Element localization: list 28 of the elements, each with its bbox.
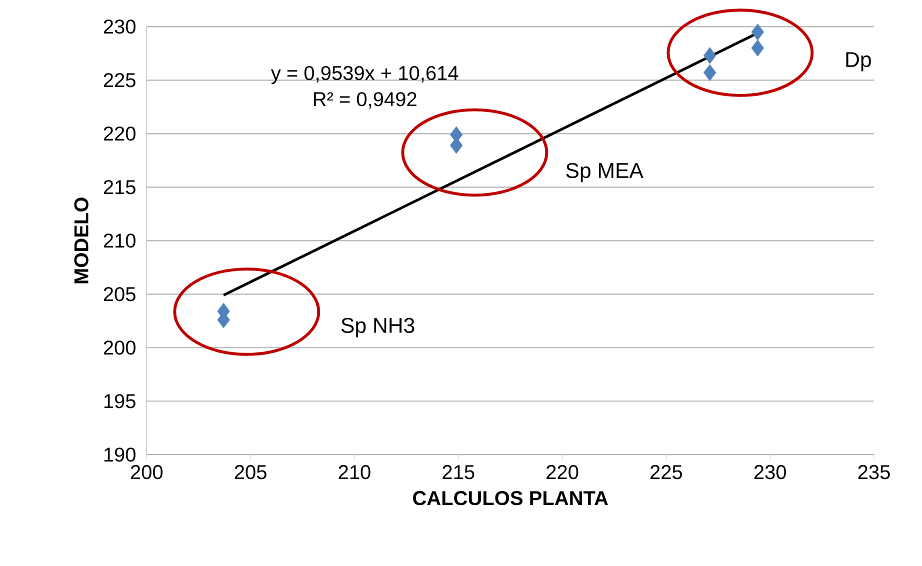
y-axis-title: MODELO — [74, 198, 88, 284]
x-tick-label: 230 — [754, 465, 786, 480]
point — [704, 47, 716, 64]
annotation: Sp NH3 — [341, 318, 414, 338]
point — [751, 40, 764, 56]
y-tick-label: 200 — [104, 340, 136, 355]
y-tick-label: 205 — [104, 287, 136, 302]
x-tick-label: 200 — [130, 465, 163, 480]
x-axis-title: CALCULOS PLANTA — [413, 491, 608, 506]
point — [751, 24, 764, 40]
y-tick-label: 230 — [104, 20, 136, 34]
x-tick-label: 205 — [234, 465, 266, 480]
x-tick-label: 215 — [442, 465, 474, 480]
y-tick-label: 225 — [104, 73, 136, 88]
annotation: Dp — [846, 52, 871, 72]
y-tick-label: 210 — [104, 234, 136, 248]
y-tick-label: 195 — [104, 394, 136, 408]
y-tick-label: 190 — [104, 448, 136, 462]
y-tick-label: 220 — [104, 126, 136, 141]
x-tick-label: 210 — [338, 465, 370, 480]
point — [704, 64, 716, 81]
annotation: Sp MEA — [566, 162, 644, 182]
x-tick-label: 225 — [650, 465, 682, 480]
annotation: y = 0,9539x + 10,614 — [270, 66, 458, 84]
x-tick-label: 220 — [546, 465, 578, 480]
annotation: R² = 0,9492 — [314, 92, 416, 109]
y-tick-label: 215 — [104, 180, 136, 194]
x-tick-label: 235 — [858, 465, 890, 480]
